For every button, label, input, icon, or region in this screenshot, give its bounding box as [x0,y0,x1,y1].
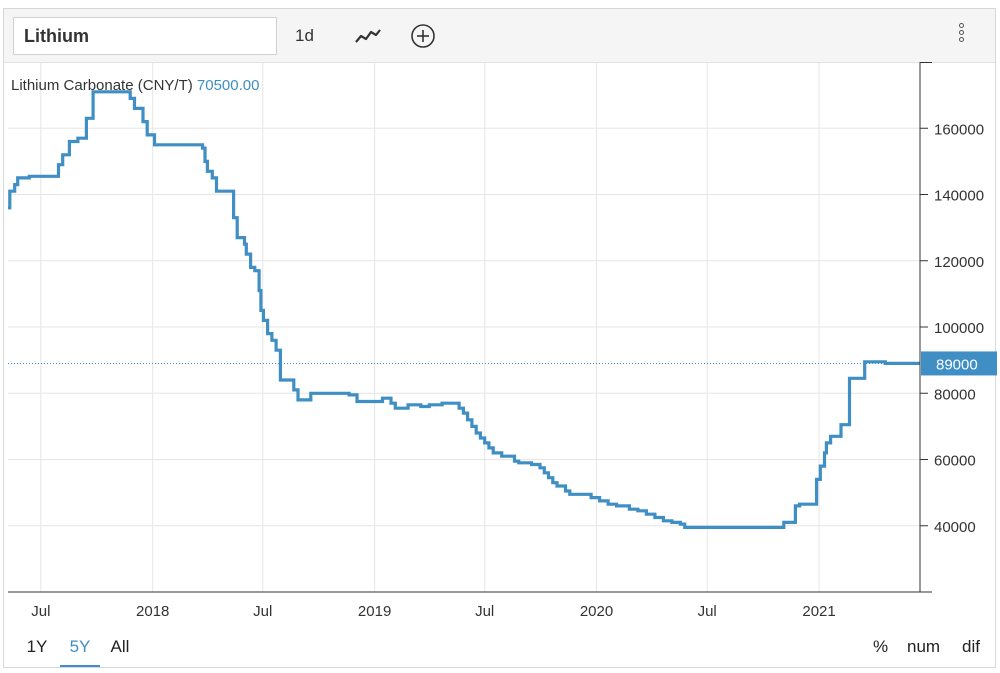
symbol-input[interactable]: Lithium [13,17,277,55]
x-tick-label: Jul [475,603,494,620]
y-tick-label: 80000 [934,386,976,403]
series-line [8,90,920,529]
more-options-icon[interactable] [957,23,965,49]
y-tick-label: 40000 [934,519,976,536]
x-tick-label: Jul [31,603,50,620]
x-tick-label: 2020 [580,603,613,620]
x-tick-label: Jul [698,603,717,620]
y-tick-label: 120000 [934,254,984,271]
chart-toolbar: Lithium 1d [4,9,995,63]
y-tick-label: 100000 [934,320,984,337]
series-legend: Lithium Carbonate (CNY/T) 70500.00 [11,77,259,94]
legend-series-value: 70500.00 [196,77,260,94]
y-tick-label: 60000 [934,453,976,470]
chart-type-icon[interactable] [354,17,382,55]
line-chart: 40000 60000 80000 100000 120000 140000 160000 J… [8,62,997,620]
x-tick-label: 2019 [358,603,391,620]
range-5y-button[interactable]: 5Y [60,629,100,667]
percent-mode-button[interactable]: % [873,637,889,656]
range-bar: 1Y 5Y All % num dif [4,629,995,667]
chart-widget: Lithium 1d 40000 60000 80000 100000 120000 14… [3,8,997,668]
range-all-button[interactable]: All [110,637,130,656]
last-value-label: 89000 [936,356,978,373]
interval-selector[interactable]: 1d [295,26,314,45]
num-mode-button[interactable]: num [907,637,941,656]
last-value-badge [921,351,997,376]
y-tick-label: 160000 [934,121,984,138]
legend-series-name: Lithium Carbonate (CNY/T) [11,77,193,94]
dif-mode-button[interactable]: dif [962,637,980,656]
x-tick-label: 2018 [136,603,169,620]
add-compare-icon[interactable] [409,17,437,55]
x-tick-label: 2021 [802,603,835,620]
x-tick-label: Jul [253,603,272,620]
range-1y-button[interactable]: 1Y [26,637,48,656]
y-tick-label: 140000 [934,188,984,205]
